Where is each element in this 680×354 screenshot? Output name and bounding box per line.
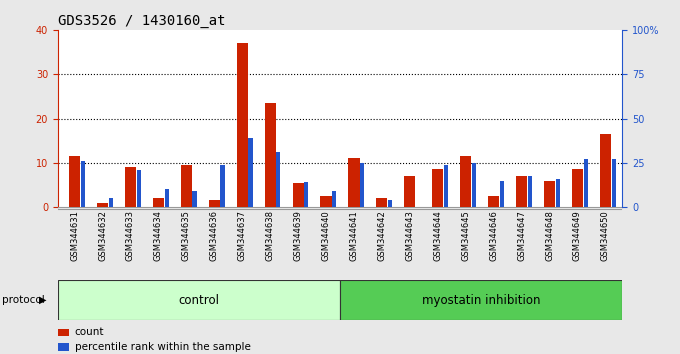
Text: GSM344638: GSM344638 — [266, 210, 275, 261]
Bar — [320, 196, 332, 207]
Text: GSM344644: GSM344644 — [433, 210, 442, 261]
Bar — [276, 152, 280, 207]
Text: GSM344634: GSM344634 — [154, 210, 163, 261]
Text: control: control — [178, 293, 220, 307]
Bar — [58, 329, 69, 336]
Bar — [528, 176, 532, 207]
Bar — [192, 191, 197, 207]
Bar — [265, 103, 275, 207]
Text: GSM344643: GSM344643 — [405, 210, 414, 261]
Text: GSM344647: GSM344647 — [517, 210, 526, 261]
Bar — [544, 181, 555, 207]
Text: GDS3526 / 1430160_at: GDS3526 / 1430160_at — [58, 14, 225, 28]
Text: GSM344645: GSM344645 — [461, 210, 471, 261]
Bar — [611, 159, 616, 207]
Bar — [248, 138, 252, 207]
Text: GSM344648: GSM344648 — [545, 210, 554, 261]
Bar — [500, 181, 504, 207]
Bar — [516, 176, 527, 207]
Text: GSM344650: GSM344650 — [601, 210, 610, 261]
Bar — [472, 163, 476, 207]
Bar — [97, 202, 108, 207]
Bar — [332, 191, 337, 207]
Bar — [69, 156, 80, 207]
Text: GSM344639: GSM344639 — [294, 210, 303, 261]
Bar — [340, 280, 622, 320]
Bar — [360, 163, 364, 207]
Text: GSM344646: GSM344646 — [489, 210, 498, 261]
Bar — [58, 280, 340, 320]
Text: myostatin inhibition: myostatin inhibition — [422, 293, 541, 307]
Bar — [304, 182, 309, 207]
Text: percentile rank within the sample: percentile rank within the sample — [75, 342, 251, 352]
Bar — [348, 159, 360, 207]
Bar — [444, 165, 448, 207]
Text: count: count — [75, 327, 104, 337]
Text: GSM344649: GSM344649 — [573, 210, 582, 261]
Text: GSM344633: GSM344633 — [126, 210, 135, 261]
Bar — [220, 165, 224, 207]
Bar — [583, 159, 588, 207]
Bar — [376, 198, 388, 207]
Bar — [125, 167, 136, 207]
Bar — [58, 343, 69, 352]
Bar — [572, 170, 583, 207]
Bar — [388, 200, 392, 207]
Text: GSM344641: GSM344641 — [350, 210, 358, 261]
Bar — [488, 196, 499, 207]
Bar — [81, 161, 85, 207]
Bar — [109, 198, 113, 207]
Text: protocol: protocol — [2, 295, 45, 305]
Bar — [405, 176, 415, 207]
Text: GSM344635: GSM344635 — [182, 210, 191, 261]
Bar — [137, 170, 141, 207]
Text: GSM344636: GSM344636 — [209, 210, 219, 261]
Bar — [460, 156, 471, 207]
Bar — [556, 179, 560, 207]
Bar — [432, 170, 443, 207]
Bar — [165, 189, 169, 207]
Text: GSM344637: GSM344637 — [238, 210, 247, 261]
Bar — [237, 44, 248, 207]
Bar — [181, 165, 192, 207]
Text: GSM344631: GSM344631 — [70, 210, 79, 261]
Bar — [153, 198, 164, 207]
Text: ▶: ▶ — [39, 295, 47, 305]
Bar — [209, 200, 220, 207]
Bar — [292, 183, 304, 207]
Text: GSM344642: GSM344642 — [377, 210, 386, 261]
Bar — [600, 134, 611, 207]
Text: GSM344632: GSM344632 — [98, 210, 107, 261]
Text: GSM344640: GSM344640 — [322, 210, 330, 261]
